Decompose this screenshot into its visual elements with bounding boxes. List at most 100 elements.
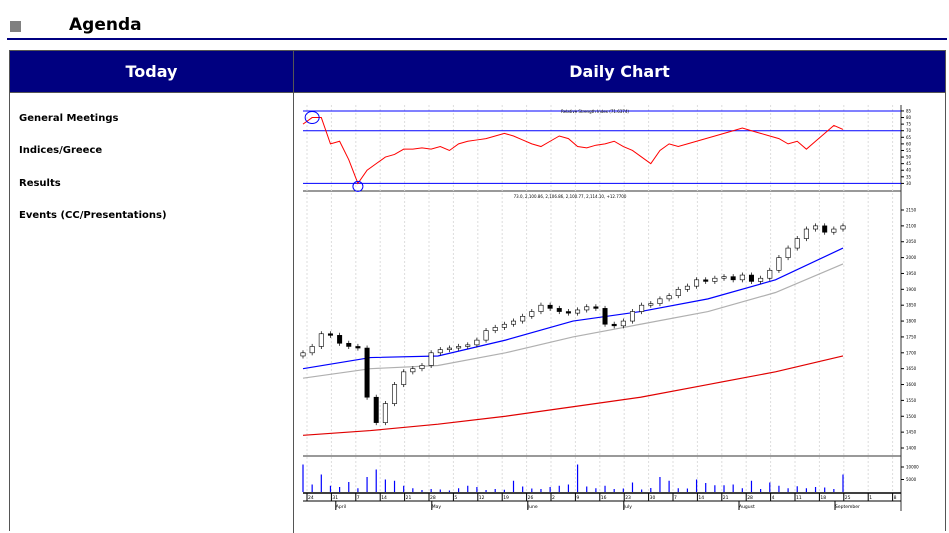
candle-body (639, 304, 645, 312)
candle-body (456, 346, 462, 349)
candle-body (318, 333, 324, 347)
candle-body (538, 304, 544, 312)
day-label: 2 (552, 495, 555, 501)
price-tick-label: 1650 (906, 366, 917, 371)
rsi-high-marker (304, 111, 320, 125)
candle-body (776, 257, 782, 271)
rsi-tick-label: 65 (906, 135, 912, 140)
candle-body (694, 279, 700, 287)
title-divider (7, 38, 947, 40)
candle-body (300, 352, 306, 357)
candle-body (511, 320, 517, 325)
agenda-item-indices-greece[interactable]: Indices/Greece (19, 145, 103, 156)
rsi-title: Relative Strength Index (71.6374) (561, 109, 629, 114)
candle-body (373, 396, 379, 423)
candle-body (584, 306, 590, 311)
price-tick-label: 2050 (906, 239, 917, 244)
price-legend: 73.0, 2,100.86, 2,106.86, 2,100.77, 2,11… (514, 194, 627, 199)
candle-body (529, 311, 535, 317)
month-label: May (432, 504, 442, 510)
agenda-item-results[interactable]: Results (19, 178, 61, 189)
day-label: 31 (332, 495, 338, 501)
candle-body (520, 316, 526, 322)
ma-slow-line (302, 355, 844, 436)
day-label: 11 (796, 495, 802, 501)
rsi-tick-label: 30 (906, 181, 912, 186)
candle-body (575, 309, 581, 314)
day-label: 16 (601, 495, 607, 501)
candle-body (813, 225, 819, 230)
day-label: 5 (454, 495, 457, 501)
price-tick-label: 1950 (906, 271, 917, 276)
candle-body (620, 320, 626, 327)
volume-tick-label: 10000 (906, 465, 919, 470)
candle-body (309, 346, 315, 354)
rsi-tick-label: 50 (906, 155, 912, 160)
day-label: 19 (503, 495, 509, 501)
candle-body (501, 323, 507, 328)
day-label: 14 (698, 495, 704, 501)
day-label: 18 (820, 495, 826, 501)
candle-body (611, 323, 617, 327)
day-label: 7 (357, 495, 360, 501)
candle-body (675, 289, 681, 296)
candle-body (483, 330, 489, 341)
month-label: April (336, 504, 346, 510)
candle-body (419, 365, 425, 369)
candle-body (364, 347, 370, 398)
candle-body (767, 269, 773, 279)
rsi-tick-label: 85 (906, 108, 912, 113)
candle-body (721, 276, 727, 279)
agenda-item-general-meetings[interactable]: General Meetings (19, 113, 119, 124)
candle-body (392, 384, 398, 404)
price-tick-label: 1900 (906, 287, 917, 292)
candle-body (840, 225, 846, 230)
price-tick-label: 2000 (906, 255, 917, 260)
rsi-tick-label: 75 (906, 122, 912, 127)
ma-mid-line (302, 263, 844, 379)
candle-body (794, 238, 800, 249)
header-today: Today (10, 51, 294, 93)
candle-body (492, 327, 498, 331)
candle-body (648, 303, 654, 306)
volume-tick-label: 5000 (906, 477, 917, 482)
candle-body (355, 346, 361, 349)
candle-body (337, 335, 343, 344)
candle-body (346, 342, 352, 347)
month-label: June (527, 504, 538, 510)
day-label: 4 (772, 495, 775, 501)
daily-chart: 24 31 7 14 21 28 5 12 19 26 2 9 16 23 30 7 14 21 28 4 11 18 25… (300, 105, 919, 511)
day-label: 26 (528, 495, 534, 501)
price-tick-label: 1700 (906, 350, 917, 355)
price-tick-label: 1400 (906, 446, 917, 451)
candle-body (602, 308, 608, 325)
price-tick-label: 1850 (906, 303, 917, 308)
candle-body (730, 276, 736, 281)
day-label: 8 (894, 495, 897, 501)
column-divider (293, 93, 294, 533)
month-label: September (835, 504, 860, 510)
price-tick-label: 1800 (906, 319, 917, 324)
header-daily-chart: Daily Chart (294, 51, 945, 93)
candle-body (803, 228, 809, 239)
month-label: August (739, 504, 755, 510)
candle-body (831, 228, 837, 233)
candle-body (657, 298, 663, 304)
candle-body (739, 274, 745, 281)
price-tick-label: 2150 (906, 208, 917, 213)
agenda-item-events[interactable]: Events (CC/Presentations) (19, 210, 167, 221)
day-label: 30 (650, 495, 656, 501)
candle-body (703, 279, 709, 282)
price-tick-label: 2100 (906, 223, 917, 228)
candle-body (382, 403, 388, 423)
candle-body (785, 247, 791, 258)
candle-body (684, 285, 690, 290)
candle-body (465, 344, 471, 347)
candle-body (437, 349, 443, 354)
day-label: 21 (723, 495, 729, 501)
agenda-table: Today Daily Chart General Meetings Indic… (9, 50, 946, 533)
candle-body (547, 304, 553, 309)
candle-body (629, 311, 635, 322)
candle-body (712, 277, 718, 282)
price-tick-label: 1500 (906, 414, 917, 419)
